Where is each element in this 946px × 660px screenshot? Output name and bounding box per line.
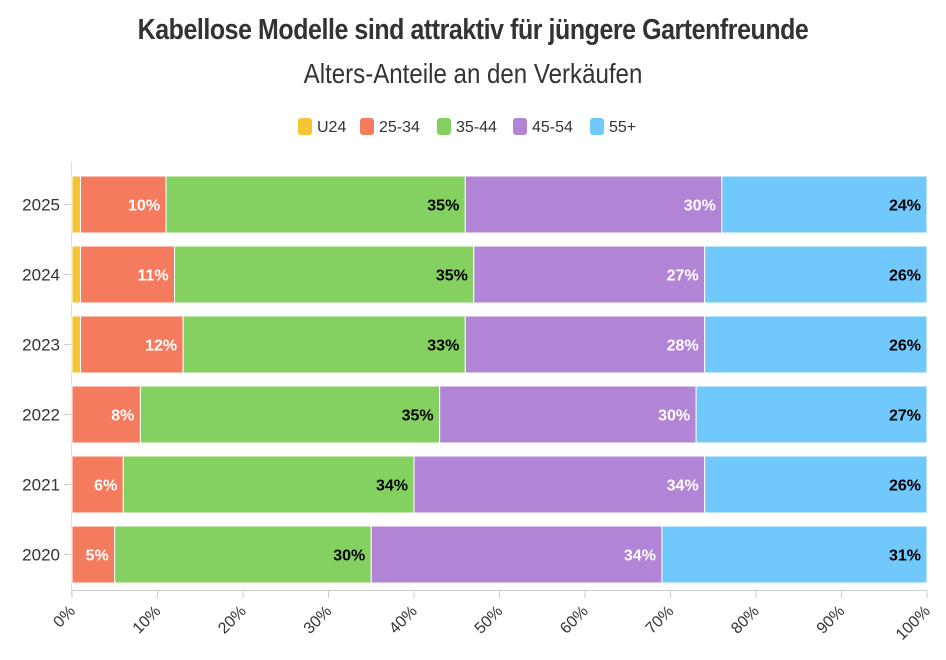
bar-segment bbox=[71, 315, 82, 374]
bar-segment bbox=[71, 385, 141, 444]
bar-segment bbox=[704, 455, 928, 514]
data-label: 10% bbox=[128, 198, 160, 215]
y-tick-label: 2021 bbox=[22, 476, 60, 495]
data-label: 34% bbox=[624, 548, 656, 565]
legend-item: 55+ bbox=[590, 118, 636, 136]
data-label: 5% bbox=[86, 548, 109, 565]
data-label: 26% bbox=[889, 478, 921, 495]
y-tick-label: 2022 bbox=[22, 406, 60, 425]
x-tick-label: 100% bbox=[893, 603, 934, 644]
legend-swatch bbox=[513, 118, 527, 135]
chart-title: Kabellose Modelle sind attraktiv für jün… bbox=[137, 14, 809, 46]
legend-swatch bbox=[298, 118, 312, 135]
bar-segment bbox=[695, 385, 928, 444]
data-label: 8% bbox=[111, 408, 134, 425]
y-tick-label: 2024 bbox=[22, 266, 60, 285]
bar-segment bbox=[370, 525, 663, 584]
legend-item: 45-54 bbox=[513, 118, 573, 136]
data-label: 6% bbox=[94, 478, 117, 495]
x-tick-label: 60% bbox=[557, 603, 592, 638]
data-label: 35% bbox=[436, 268, 468, 285]
legend-item: U24 bbox=[298, 118, 346, 136]
data-label: 26% bbox=[889, 268, 921, 285]
bar-segment bbox=[721, 175, 928, 234]
bar-segment bbox=[71, 455, 124, 514]
chart-subtitle: Alters-Anteile an den Verkäufen bbox=[303, 58, 643, 89]
bar-segment bbox=[473, 245, 706, 304]
legend-swatch bbox=[360, 118, 374, 135]
legend-swatch bbox=[437, 118, 451, 135]
x-tick-label: 30% bbox=[301, 603, 336, 638]
bar-segment bbox=[71, 525, 116, 584]
y-tick-label: 2020 bbox=[22, 546, 60, 565]
x-tick-label: 10% bbox=[130, 603, 165, 638]
x-tick-label: 40% bbox=[386, 603, 421, 638]
bar-segment bbox=[413, 455, 706, 514]
data-label: 26% bbox=[889, 338, 921, 355]
bar-segment bbox=[114, 525, 372, 584]
data-label: 27% bbox=[667, 268, 699, 285]
legend-label: U24 bbox=[317, 119, 346, 136]
data-label: 30% bbox=[684, 198, 716, 215]
legend-swatch bbox=[590, 118, 604, 135]
x-tick-label: 80% bbox=[728, 603, 763, 638]
y-tick-label: 2023 bbox=[22, 336, 60, 355]
legend-label: 25-34 bbox=[379, 119, 420, 136]
legend-item: 25-34 bbox=[360, 118, 420, 136]
bar-segment bbox=[439, 385, 697, 444]
data-label: 24% bbox=[889, 198, 921, 215]
y-tick-label: 2025 bbox=[22, 196, 60, 215]
bar-segment bbox=[80, 245, 176, 304]
x-tick-label: 20% bbox=[215, 603, 250, 638]
bar-segment bbox=[464, 175, 723, 234]
bar-segment bbox=[661, 525, 928, 584]
legend-label: 55+ bbox=[609, 119, 636, 136]
legend-item: 35-44 bbox=[437, 118, 497, 136]
bar-segment bbox=[71, 175, 82, 234]
bar-segment bbox=[464, 315, 706, 374]
bar-segment bbox=[182, 315, 466, 374]
bar-segment bbox=[165, 175, 466, 234]
data-label: 30% bbox=[333, 548, 365, 565]
x-tick-label: 90% bbox=[814, 603, 849, 638]
data-label: 31% bbox=[889, 548, 921, 565]
data-label: 30% bbox=[658, 408, 690, 425]
legend-label: 35-44 bbox=[456, 119, 497, 136]
data-label: 27% bbox=[889, 408, 921, 425]
bar-segment bbox=[704, 315, 928, 374]
x-tick-label: 0% bbox=[50, 603, 78, 631]
legend: U24 25-34 35-44 45-54 55+ bbox=[298, 118, 636, 136]
bar-segment bbox=[122, 455, 415, 514]
x-tick-label: 70% bbox=[643, 603, 678, 638]
x-tick-label: 50% bbox=[472, 603, 507, 638]
legend-label: 45-54 bbox=[532, 119, 573, 136]
data-label: 28% bbox=[667, 338, 699, 355]
data-label: 34% bbox=[667, 478, 699, 495]
bar-segment bbox=[704, 245, 928, 304]
data-label: 12% bbox=[145, 338, 177, 355]
data-label: 35% bbox=[402, 408, 434, 425]
bar-segment bbox=[174, 245, 475, 304]
bar-segment bbox=[80, 315, 184, 374]
data-label: 33% bbox=[427, 338, 459, 355]
data-label: 34% bbox=[376, 478, 408, 495]
bar-segment bbox=[71, 245, 82, 304]
data-label: 11% bbox=[137, 268, 168, 285]
bar-segment bbox=[139, 385, 441, 444]
bar-segment bbox=[80, 175, 167, 234]
data-label: 35% bbox=[427, 198, 459, 215]
